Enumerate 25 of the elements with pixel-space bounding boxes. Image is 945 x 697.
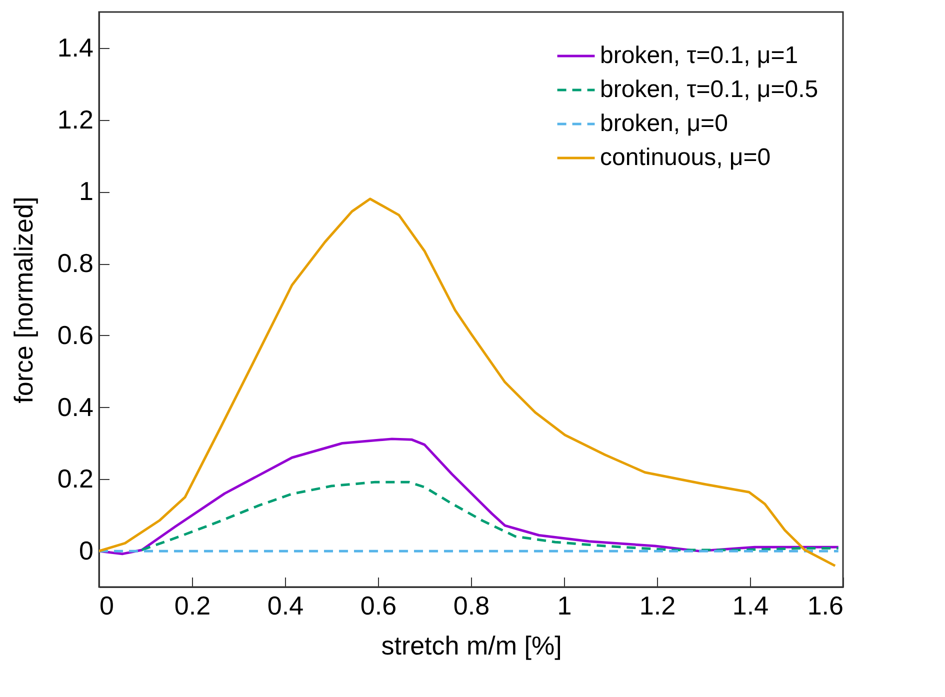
x-tick-label: 1.6 bbox=[807, 590, 844, 620]
legend-label: broken, μ=0 bbox=[600, 110, 728, 137]
x-tick-label: 1.4 bbox=[732, 590, 769, 620]
x-tick-label: 1.2 bbox=[639, 590, 676, 620]
y-tick-label: 1.2 bbox=[57, 104, 94, 134]
y-tick-label: 1 bbox=[79, 176, 94, 206]
x-tick-label: 0.2 bbox=[174, 590, 211, 620]
x-tick-label: 0 bbox=[100, 590, 114, 620]
line-series bbox=[140, 480, 840, 552]
x-tick-label: 0.6 bbox=[360, 590, 397, 620]
y-tick-label: 0.2 bbox=[57, 464, 94, 494]
x-tick-label: 0.4 bbox=[267, 590, 304, 620]
y-tick-label: 0.6 bbox=[57, 320, 94, 350]
x-axis-title: stretch m/m [%] bbox=[381, 630, 562, 660]
y-axis-title: force [normalized] bbox=[8, 196, 38, 404]
y-tick-label: 0.4 bbox=[57, 392, 94, 422]
y-tick-label: 0 bbox=[79, 536, 94, 566]
x-tick-label: 0.8 bbox=[453, 590, 490, 620]
legend-label: broken, τ=0.1, μ=0.5 bbox=[600, 76, 818, 103]
y-tick-label: 1.4 bbox=[57, 32, 94, 62]
x-tick-label: 1 bbox=[557, 590, 572, 620]
legend-label: continuous, μ=0 bbox=[600, 144, 771, 171]
y-tick-label: 0.8 bbox=[57, 248, 94, 278]
line-series bbox=[99, 198, 836, 568]
legend-label: broken, τ=0.1, μ=1 bbox=[600, 42, 798, 69]
